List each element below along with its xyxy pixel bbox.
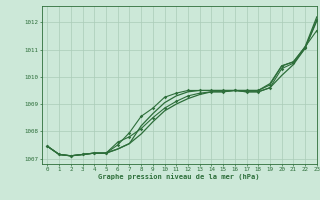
X-axis label: Graphe pression niveau de la mer (hPa): Graphe pression niveau de la mer (hPa) xyxy=(99,173,260,180)
